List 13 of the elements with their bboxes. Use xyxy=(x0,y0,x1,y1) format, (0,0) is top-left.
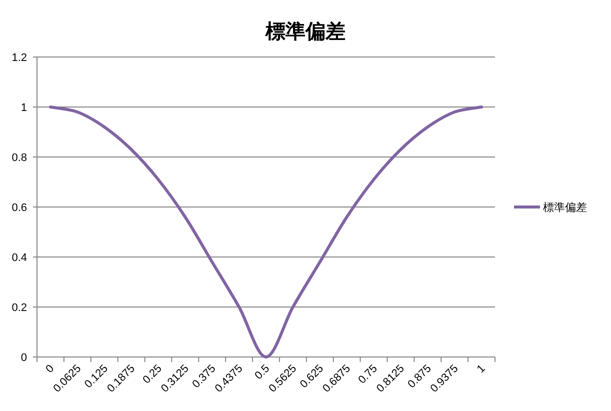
y-tick-label: 1 xyxy=(20,102,27,114)
line-series xyxy=(48,106,484,358)
x-tick-label: 1 xyxy=(474,362,488,376)
y-tick-label: 0.4 xyxy=(12,252,27,264)
x-tick-label: 0.5 xyxy=(252,362,272,382)
y-tick-label: 0.2 xyxy=(12,302,27,314)
x-tick-label: 0 xyxy=(44,362,57,376)
y-tick-label: 0.6 xyxy=(12,202,27,214)
y-tick-label: 1.2 xyxy=(12,52,27,64)
y-tick-label: 0.8 xyxy=(12,152,27,164)
y-tick-label: 0 xyxy=(20,352,27,364)
legend-label: 標準偏差 xyxy=(543,202,587,214)
chart-title: 標準偏差 xyxy=(264,21,346,43)
